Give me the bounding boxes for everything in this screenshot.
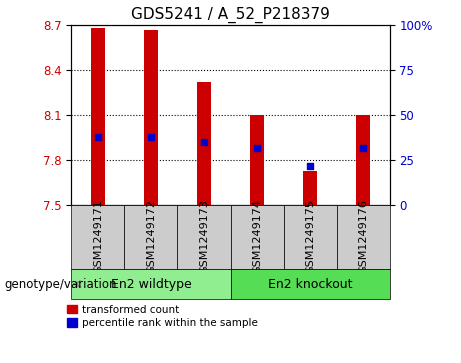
Text: GSM1249171: GSM1249171 xyxy=(93,199,103,274)
Text: En2 wildtype: En2 wildtype xyxy=(111,278,191,290)
Legend: transformed count, percentile rank within the sample: transformed count, percentile rank withi… xyxy=(67,305,258,328)
FancyBboxPatch shape xyxy=(124,205,177,269)
FancyBboxPatch shape xyxy=(177,205,230,269)
Bar xyxy=(197,82,211,205)
Text: GSM1249172: GSM1249172 xyxy=(146,199,156,274)
Text: GSM1249176: GSM1249176 xyxy=(358,199,368,274)
FancyBboxPatch shape xyxy=(71,269,230,299)
Point xyxy=(200,139,207,145)
Text: En2 knockout: En2 knockout xyxy=(268,278,352,290)
FancyBboxPatch shape xyxy=(230,205,284,269)
Bar xyxy=(250,115,264,205)
FancyBboxPatch shape xyxy=(230,269,390,299)
Point xyxy=(94,134,101,140)
Point xyxy=(148,134,155,140)
Title: GDS5241 / A_52_P218379: GDS5241 / A_52_P218379 xyxy=(131,7,330,23)
Point xyxy=(359,145,366,151)
Bar xyxy=(144,30,158,205)
Text: GSM1249173: GSM1249173 xyxy=(199,199,209,274)
Text: genotype/variation: genotype/variation xyxy=(5,278,117,290)
FancyBboxPatch shape xyxy=(337,205,390,269)
Text: GSM1249174: GSM1249174 xyxy=(252,199,262,274)
FancyBboxPatch shape xyxy=(284,205,337,269)
FancyBboxPatch shape xyxy=(71,205,124,269)
Text: GSM1249175: GSM1249175 xyxy=(305,199,315,274)
Bar xyxy=(356,115,370,205)
Bar xyxy=(91,28,105,205)
Point xyxy=(254,145,261,151)
Point xyxy=(306,163,313,168)
Bar xyxy=(303,171,317,205)
